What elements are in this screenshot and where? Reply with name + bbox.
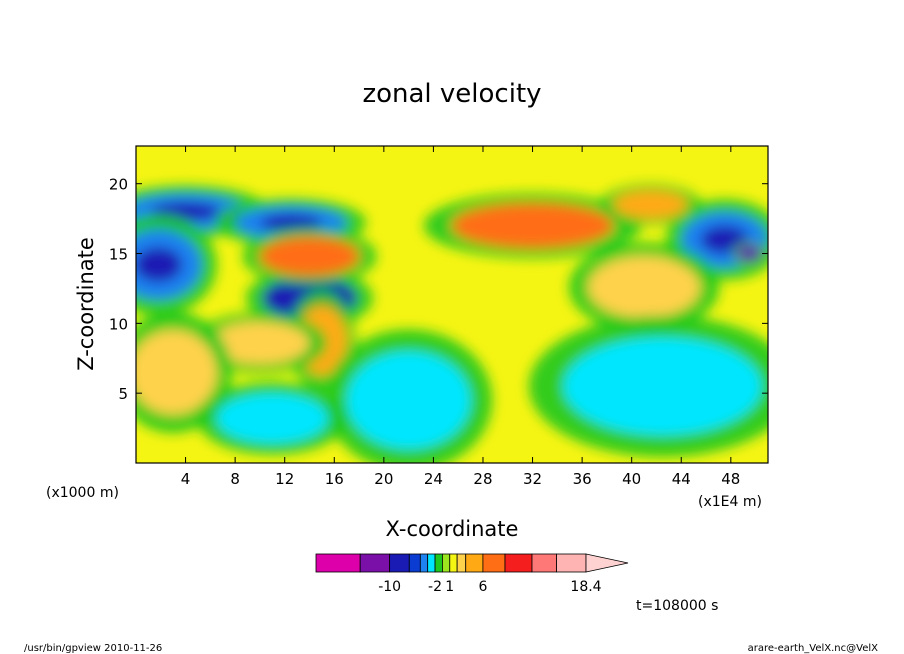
- x-tick-label: 24: [424, 470, 443, 488]
- colorbar-swatch: [465, 553, 484, 573]
- plot-area: [136, 146, 768, 463]
- contour-region: [588, 256, 700, 318]
- x-tick-label: 40: [622, 470, 641, 488]
- contour-core: [136, 247, 183, 283]
- colorbar-tick-label: -2: [428, 579, 442, 595]
- y-tick-label: 15: [109, 246, 128, 264]
- contour-region: [216, 393, 329, 444]
- x-axis: 4 8 12 16 20 24 28 32 36 40 44 48: [181, 146, 740, 488]
- colorbar-swatch: [442, 553, 451, 573]
- x-tick-label: 8: [230, 470, 240, 488]
- footer-right: arare-earth_VelX.nc@VelX: [748, 643, 879, 654]
- x-axis-label: X-coordinate: [386, 517, 519, 541]
- x-tick-label: 12: [275, 470, 294, 488]
- contour-region: [346, 351, 471, 450]
- contour-core: [282, 246, 337, 267]
- x-tick-label: 16: [325, 470, 344, 488]
- contour-core: [260, 214, 322, 232]
- y-tick-label: 5: [118, 385, 128, 403]
- contour-region: [136, 330, 217, 415]
- colorbar-swatch: [504, 553, 533, 573]
- x-scale-note: (x1E4 m): [698, 494, 762, 510]
- time-label: t=108000 s: [636, 598, 718, 614]
- colorbar-swatch: [427, 553, 436, 573]
- colorbar-swatch: [434, 553, 443, 573]
- colorbar-tick-label: 6: [478, 579, 487, 595]
- colorbar-swatch: [556, 553, 587, 573]
- colorbar-swatch: [456, 553, 467, 573]
- colorbar: -10 -2 1 6 18.4: [315, 553, 629, 595]
- footer-left: /usr/bin/gpview 2010-11-26: [24, 643, 162, 654]
- x-tick-label: 32: [523, 470, 542, 488]
- colorbar-swatch: [315, 553, 361, 573]
- y-axis-label: Z-coordinate: [74, 237, 98, 371]
- x-tick-label: 36: [573, 470, 592, 488]
- colorbar-tick-label: 1: [445, 579, 454, 595]
- y-axis: 5 10 15 20: [109, 176, 768, 403]
- colorbar-tick-label: 18.4: [570, 579, 601, 595]
- contour-region: [613, 190, 688, 219]
- colorbar-swatch: [408, 553, 421, 573]
- plot-frame: [135, 145, 769, 464]
- colorbar-swatch: [359, 553, 391, 573]
- x-tick-label: 4: [181, 470, 191, 488]
- y-tick-label: 10: [109, 315, 128, 333]
- contour-region: [563, 337, 762, 436]
- colorbar-swatch: [389, 553, 410, 573]
- x-tick-label: 28: [473, 470, 492, 488]
- colorbar-tick-label: -10: [378, 579, 401, 595]
- x-unit-note: (x1000 m): [46, 485, 119, 501]
- contour-region: [210, 321, 310, 364]
- colorbar-swatch: [449, 553, 458, 573]
- colorbar-swatch: [482, 553, 506, 573]
- x-tick-label: 44: [672, 470, 691, 488]
- y-tick-label: 20: [109, 176, 128, 194]
- colorbar-swatch: [531, 553, 557, 573]
- contour-core: [488, 214, 577, 237]
- colorbar-swatch: [419, 553, 429, 573]
- contour-field: [136, 184, 768, 463]
- contour-core: [742, 249, 757, 258]
- x-tick-label: 48: [721, 470, 740, 488]
- chart-title: zonal velocity: [362, 79, 541, 109]
- x-tick-label: 20: [374, 470, 393, 488]
- colorbar-end-arrow: [585, 553, 629, 573]
